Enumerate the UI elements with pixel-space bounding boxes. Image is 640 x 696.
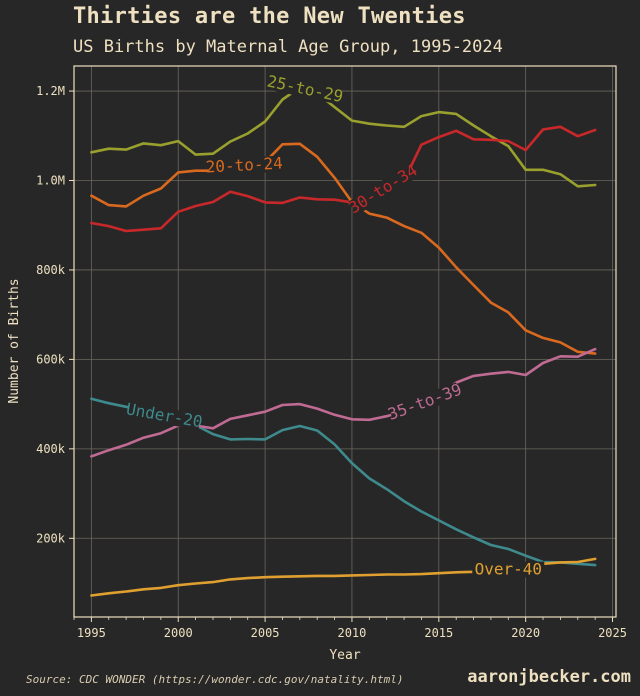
x-tick-label: 2025 — [598, 626, 627, 640]
y-tick-label: 600k — [36, 352, 66, 366]
x-tick-label: 2015 — [424, 626, 453, 640]
y-tick-label: 800k — [36, 263, 66, 277]
plot-frame — [73, 65, 617, 618]
series-line-30-to-34 — [90, 125, 597, 233]
brand-watermark: aaronjbecker.com — [467, 667, 631, 687]
y-axis-label: Number of Births — [7, 278, 22, 403]
series-label-bg — [348, 163, 418, 216]
grid — [74, 66, 616, 617]
series-label-over-40: Over-40 — [475, 560, 542, 579]
y-tick-label: 400k — [36, 442, 66, 456]
y-tick-label: 1.2M — [36, 84, 65, 98]
series-label-bg — [388, 382, 462, 423]
series-label-20-to-24: 20-to-24 — [205, 153, 283, 176]
x-tick-label: 1995 — [77, 626, 106, 640]
series-group — [90, 86, 597, 597]
series-label-30-to-34: 30-to-34 — [345, 160, 420, 217]
x-tick-label: 2000 — [164, 626, 193, 640]
source-note: Source: CDC WONDER (https://wonder.cdc.g… — [26, 673, 404, 686]
x-axis-label: Year — [329, 648, 360, 663]
y-tick-label: 200k — [36, 531, 66, 545]
series-line-35-to-39 — [90, 347, 597, 458]
x-tick-label: 2005 — [251, 626, 280, 640]
series-label-bg — [268, 73, 342, 105]
chart-subtitle: US Births by Maternal Age Group, 1995-20… — [73, 37, 503, 57]
x-tick-label: 2020 — [511, 626, 540, 640]
series-line-25-to-29 — [90, 86, 597, 188]
x-tick-label: 2010 — [337, 626, 366, 640]
series-label-25-to-29: 25-to-29 — [265, 71, 344, 106]
series-label-bg — [472, 561, 545, 578]
series-label-35-to-39: 35-to-39 — [385, 380, 464, 424]
series-line-20-to-24 — [90, 142, 597, 355]
series-label-bg — [127, 401, 202, 430]
series-label-bg — [207, 155, 281, 176]
y-tick-label: 1.0M — [36, 173, 65, 187]
axes: 1995 2000 2005 2010 2015 2020 2025 200k 400k 600k… — [36, 65, 627, 640]
chart-title: Thirties are the New Twenties — [73, 4, 466, 29]
series-label-under-20: Under-20 — [125, 399, 204, 431]
